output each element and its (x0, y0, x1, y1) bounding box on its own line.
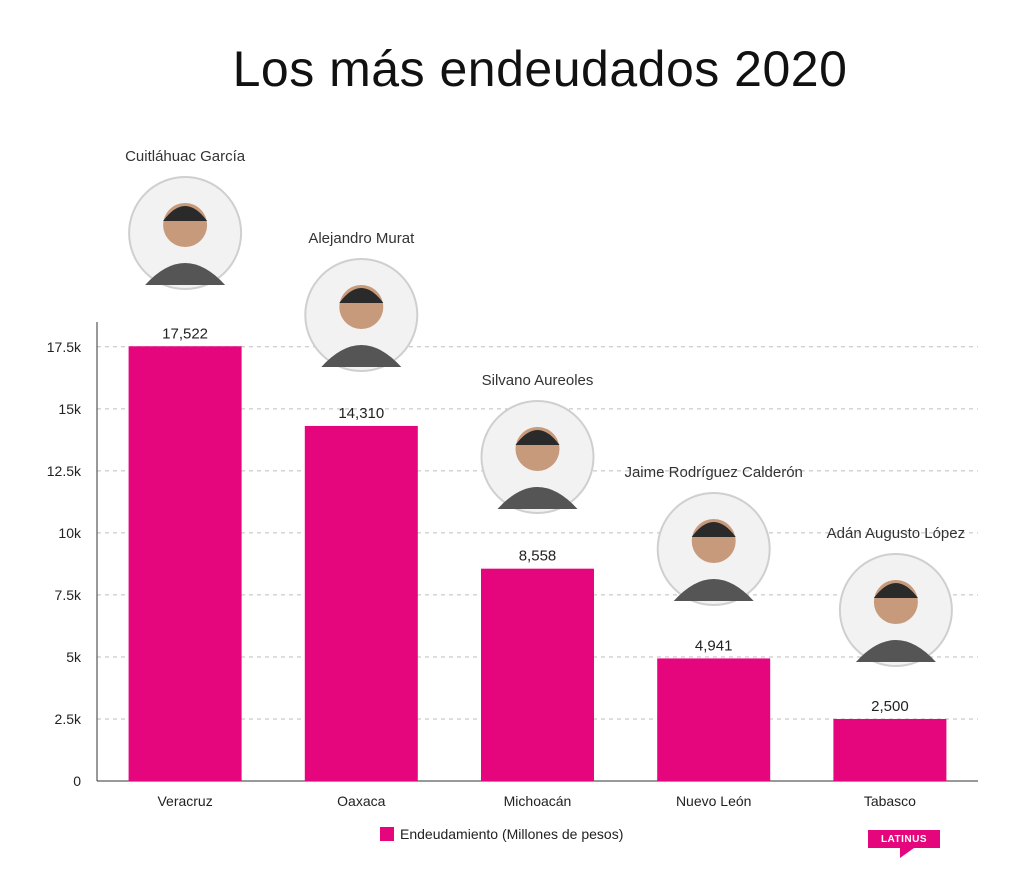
y-tick-label: 2.5k (55, 711, 82, 727)
data-label: 2,500 (871, 698, 909, 715)
y-tick-label: 7.5k (55, 587, 82, 603)
governor-body (497, 487, 578, 509)
governor-hair (691, 522, 736, 537)
bar-5 (833, 718, 947, 781)
x-tick-label: Veracruz (157, 793, 212, 809)
governor-name: Adán Augusto López (827, 525, 965, 542)
bar-4 (657, 658, 771, 781)
governor-hair (163, 206, 208, 221)
legend-swatch (380, 827, 394, 841)
y-tick-label: 17.5k (47, 339, 82, 355)
legend[interactable]: Endeudamiento (Millones de pesos) (380, 826, 623, 842)
governor-body (321, 345, 402, 367)
bar-2 (304, 425, 418, 781)
governor-name: Cuitláhuac García (125, 148, 246, 165)
governor-name: Silvano Aureoles (482, 372, 594, 389)
y-tick-label: 5k (66, 649, 82, 665)
x-tick-label: Michoacán (504, 793, 572, 809)
governor-hair (515, 430, 560, 445)
y-tick-label: 12.5k (47, 463, 82, 479)
bar-1 (128, 346, 242, 781)
governor-body (145, 263, 226, 285)
latinus-logo: LATINUS (868, 830, 940, 848)
bars (128, 346, 947, 781)
governor-name: Alejandro Murat (308, 230, 415, 247)
y-tick-label: 15k (58, 401, 82, 417)
legend-label: Endeudamiento (Millones de pesos) (400, 826, 624, 842)
governor-body (673, 579, 754, 601)
chart-title: Los más endeudados 2020 (232, 41, 848, 97)
labels: 0 2.5k 5k 7.5k 10k 12.5k 15k 17.5k 17,522 Veracru… (47, 148, 965, 809)
governor-name: Jaime Rodríguez Calderón (624, 464, 802, 481)
x-tick-label: Nuevo León (676, 793, 752, 809)
governor-photos (128, 176, 953, 667)
logo-tail (900, 848, 914, 858)
governor-body (855, 640, 936, 662)
governor-hair (873, 583, 918, 598)
x-tick-label: Tabasco (864, 793, 916, 809)
x-tick-label: Oaxaca (337, 793, 385, 809)
data-label: 8,558 (519, 548, 557, 565)
bar-3 (481, 568, 594, 781)
data-label: 17,522 (162, 325, 208, 342)
data-label: 14,310 (338, 405, 384, 422)
data-label: 4,941 (695, 637, 733, 654)
governor-hair (339, 288, 384, 303)
y-tick-label: 0 (73, 773, 81, 789)
y-tick-label: 10k (58, 525, 82, 541)
